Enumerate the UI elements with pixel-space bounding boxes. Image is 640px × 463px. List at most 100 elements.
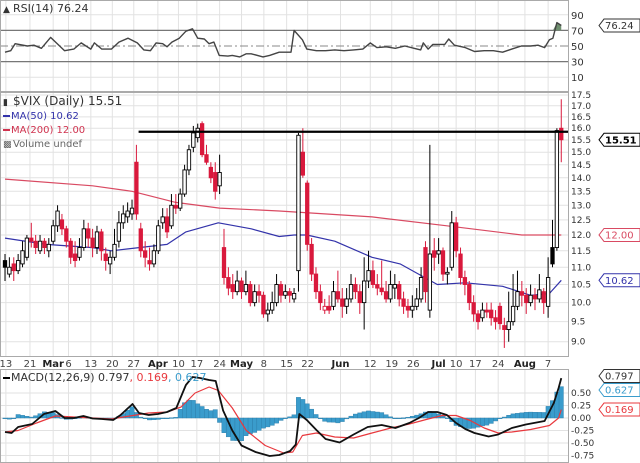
- candle-body: [353, 284, 358, 293]
- x-tick-label: 24: [492, 359, 505, 370]
- candle: [326, 295, 332, 314]
- macd-histogram-bar: [510, 413, 516, 419]
- candle-body: [397, 284, 402, 300]
- candle-body: [270, 302, 275, 311]
- macd-legend: MACD(12,26,9) 0.797, 0.169, 0.627: [3, 371, 207, 385]
- candle: [296, 132, 301, 292]
- candle-body: [243, 284, 249, 293]
- candle-body: [528, 294, 533, 304]
- candle: [484, 302, 489, 318]
- candle-body: [64, 228, 69, 242]
- candle-body: [99, 231, 104, 252]
- candle: [519, 280, 524, 307]
- candle-body: [278, 284, 284, 296]
- candle: [86, 222, 91, 248]
- macd-histogram-bar: [15, 414, 21, 419]
- volume-legend: Volume undef: [13, 139, 83, 150]
- candle: [226, 267, 231, 296]
- macd-line: [4, 376, 563, 457]
- macd-histogram-bar: [528, 411, 533, 419]
- candle-body: [77, 247, 82, 258]
- macd-histogram-bar: [256, 417, 262, 431]
- candle: [256, 284, 262, 303]
- candle: [107, 250, 113, 275]
- candle: [186, 144, 192, 176]
- macd-histogram-bar: [370, 411, 376, 419]
- macd-histogram-bar: [309, 408, 314, 419]
- candle: [550, 219, 555, 268]
- macd-histogram-bar: [208, 410, 214, 419]
- candle-body: [7, 266, 12, 275]
- candle: [160, 208, 165, 229]
- macd-histogram-bar: [252, 417, 258, 433]
- price-axis-label: 14.5: [571, 161, 591, 171]
- candle: [234, 270, 240, 296]
- candle: [392, 274, 397, 299]
- macd-histogram-bar: [142, 417, 148, 420]
- candle: [305, 180, 310, 251]
- candle-body: [230, 284, 235, 293]
- candle: [278, 280, 284, 303]
- candle-body: [208, 166, 214, 179]
- rsi-axis-label: 10: [571, 73, 584, 84]
- candle: [178, 188, 183, 212]
- candle: [309, 238, 314, 281]
- price-axis-label: 14.0: [571, 174, 591, 184]
- rsi-value-tag-text: 76.24: [605, 21, 634, 32]
- price-axis-label: 11.5: [571, 247, 591, 257]
- macd-histogram-bar: [361, 411, 367, 419]
- candle: [68, 238, 73, 264]
- candle-body: [164, 216, 170, 233]
- price-value-tag-text: 15.51: [605, 135, 637, 146]
- candle-body: [357, 291, 362, 304]
- candle: [199, 121, 205, 158]
- macd-histogram-bar: [484, 417, 490, 426]
- macd-histogram-bar: [322, 417, 328, 422]
- candle-body: [24, 237, 30, 258]
- candle-body: [213, 172, 218, 192]
- candle-body: [375, 284, 380, 289]
- candle-body: [112, 243, 117, 258]
- candle-body: [467, 284, 472, 304]
- rsi-axis-label: 30: [571, 58, 584, 69]
- x-tick-label: Aug: [514, 359, 536, 370]
- candle: [458, 247, 463, 285]
- candle-body: [475, 313, 481, 323]
- candle: [261, 291, 266, 318]
- candle-body: [226, 277, 231, 289]
- candle: [348, 274, 354, 303]
- candle-body: [309, 243, 314, 275]
- x-tick-label: 22: [301, 359, 314, 370]
- macd-axis-label: 0.00: [571, 414, 591, 424]
- candle: [379, 260, 384, 296]
- candle: [383, 280, 389, 303]
- macd-histogram-bar: [291, 414, 297, 419]
- candle: [208, 162, 214, 184]
- rsi-legend: ▲ RSI(14) 76.24: [3, 2, 88, 17]
- candle-body: [234, 280, 240, 293]
- candle: [265, 302, 270, 322]
- candle: [340, 288, 345, 318]
- rsi-axis-label: 90: [571, 11, 584, 22]
- candle: [335, 270, 341, 303]
- candle-body: [414, 298, 419, 307]
- candle: [81, 219, 86, 251]
- x-tick-label: Jun: [331, 359, 350, 370]
- ma200-value-tag: 12.00: [598, 227, 640, 242]
- candle-body: [458, 253, 463, 278]
- candle-body: [221, 247, 227, 278]
- macd-value-tag-box: [598, 369, 640, 383]
- rsi-value-tag: 76.24: [598, 18, 640, 33]
- candle-body: [204, 154, 209, 163]
- candle-body: [2, 260, 8, 268]
- candle-body: [256, 291, 262, 296]
- candle-body: [383, 291, 389, 300]
- candle-body: [305, 182, 310, 245]
- candle-body: [283, 291, 288, 296]
- candle-body: [554, 130, 560, 249]
- macd-axis-label: -0.75: [571, 452, 594, 462]
- macd-histogram-bar: [541, 412, 547, 419]
- x-tick-label: 17: [469, 359, 482, 370]
- x-tick-label: Apr: [148, 359, 168, 370]
